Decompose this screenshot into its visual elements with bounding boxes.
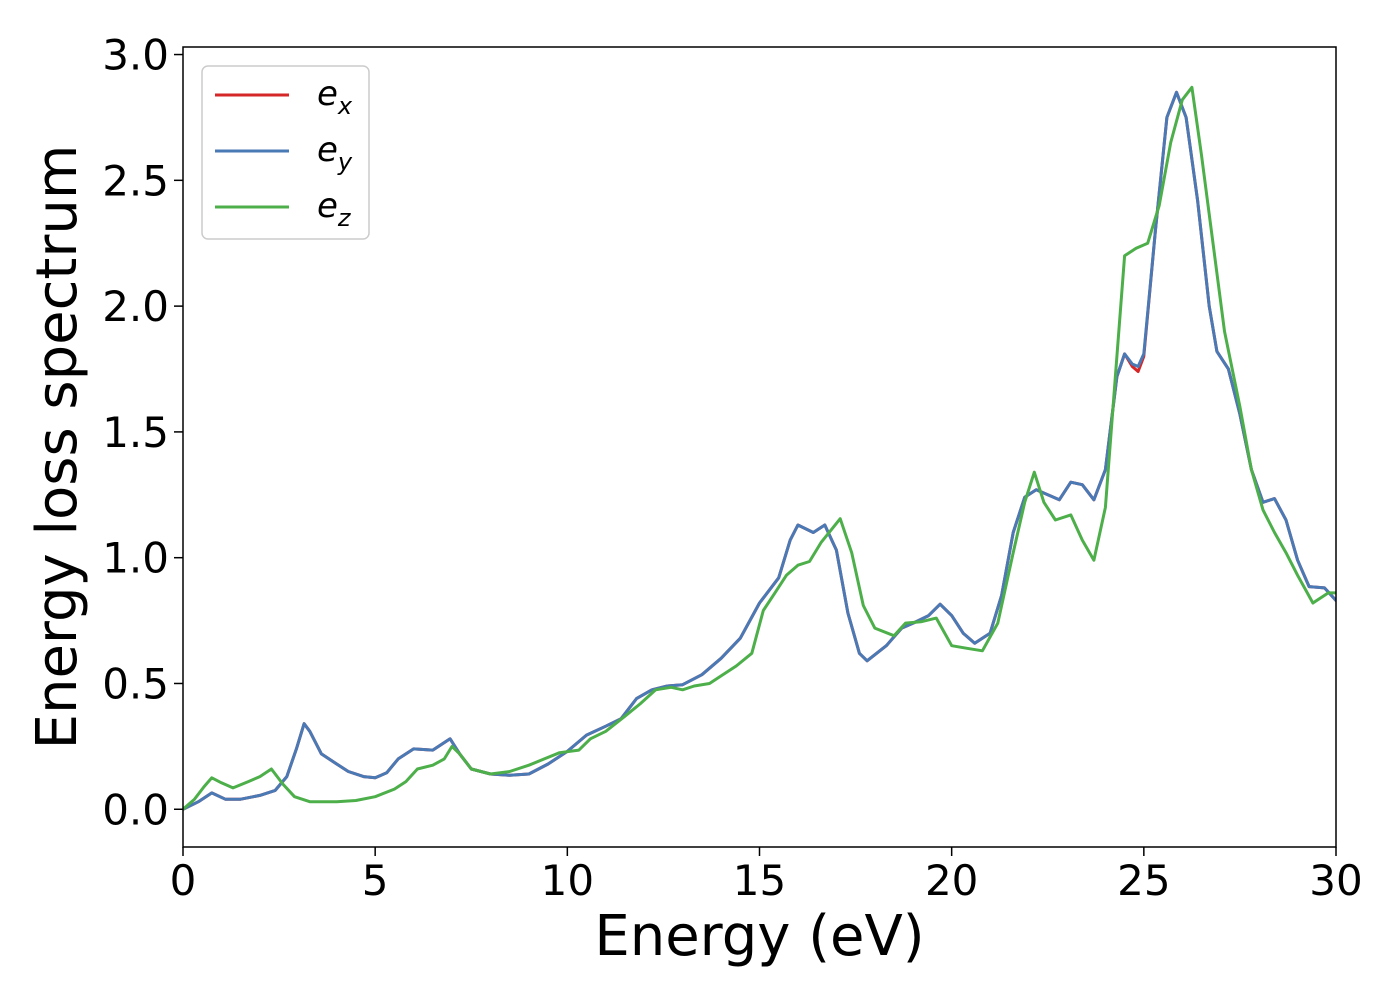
y-tick-label: 2.0 (102, 282, 169, 331)
series-lines (183, 85, 1336, 811)
x-axis-title: Energy (eV) (594, 904, 924, 969)
x-tick-label: 30 (1309, 856, 1362, 905)
x-tick-label: 5 (362, 856, 389, 905)
legend-label: ez (317, 186, 352, 232)
y-tick-label: 0.0 (102, 785, 169, 834)
series-line-ey (183, 90, 1336, 811)
x-tick-label: 25 (1117, 856, 1170, 905)
y-tick-label: 3.0 (102, 31, 169, 80)
x-tick-label: 10 (541, 856, 594, 905)
x-tick-label: 20 (925, 856, 978, 905)
x-axis-ticks: 0 5 10 15 20 25 30 (170, 847, 1363, 905)
y-tick-label: 0.5 (102, 659, 169, 708)
series-line-ez (183, 85, 1336, 811)
y-axis-ticks: 0.0 0.5 1.0 1.5 2.0 2.5 3.0 (102, 31, 183, 834)
y-axis-title: Energy loss spectrum (25, 145, 90, 750)
x-tick-label: 0 (170, 856, 197, 905)
y-tick-label: 1.0 (102, 534, 169, 583)
x-tick-label: 15 (733, 856, 786, 905)
y-tick-label: 1.5 (102, 408, 169, 457)
y-tick-label: 2.5 (102, 156, 169, 205)
